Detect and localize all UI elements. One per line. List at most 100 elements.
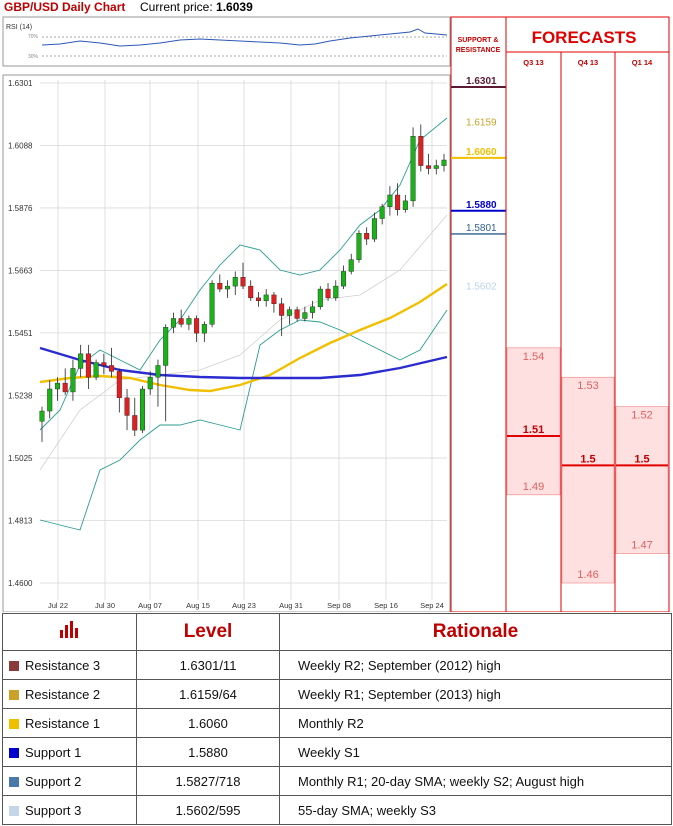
candle xyxy=(371,212,377,243)
sr-level: 1.5602 xyxy=(466,281,497,292)
table-row: Resistance 1 1.6060 Monthly R2 xyxy=(2,708,672,738)
candle-body xyxy=(163,327,169,366)
candle xyxy=(139,386,145,434)
sma-20 xyxy=(39,214,448,471)
level-name: Resistance 3 xyxy=(25,657,101,673)
x-tick-label: Aug 07 xyxy=(138,601,162,610)
forecast-mid: 1.5 xyxy=(634,453,649,465)
y-tick-label: 1.5238 xyxy=(8,391,33,400)
candle-body xyxy=(62,382,68,393)
candle xyxy=(356,230,362,263)
level-value: 1.6159/64 xyxy=(136,679,280,709)
candle xyxy=(325,283,331,301)
y-tick-label: 1.5451 xyxy=(8,329,33,338)
candle xyxy=(426,153,432,175)
forecast-range xyxy=(615,406,669,554)
candle-body xyxy=(364,233,370,240)
candle xyxy=(232,271,238,295)
sr-header: SUPPORT & RESISTANCE xyxy=(456,37,501,54)
y-tick-label: 1.6301 xyxy=(8,79,33,88)
sr-level-value: 1.5880 xyxy=(466,200,497,211)
candle-body xyxy=(170,318,176,328)
level-name-cell: Resistance 2 xyxy=(2,679,137,709)
candles xyxy=(39,124,447,442)
level-rationale: Weekly R2; September (2012) high xyxy=(279,650,672,680)
y-tick-label: 1.5025 xyxy=(8,454,33,463)
sr-panel xyxy=(450,16,507,612)
candle xyxy=(379,203,385,225)
sr-level-value: 1.6301 xyxy=(466,76,497,87)
forecast-mid: 1.51 xyxy=(523,424,544,436)
forecast-column: Q1 14 1.52 1.5 1.47 xyxy=(614,52,669,612)
sr-level-value: 1.5602 xyxy=(466,281,497,292)
candle-body xyxy=(194,318,200,334)
candle xyxy=(201,321,207,342)
level-name: Resistance 2 xyxy=(25,686,101,702)
price-value: 1.6039 xyxy=(216,0,253,14)
candle-body xyxy=(124,397,130,416)
x-tick-label: Aug 15 xyxy=(186,601,210,610)
candle-body xyxy=(101,362,107,366)
rsi-label: RSI (14) xyxy=(6,24,32,31)
candle xyxy=(85,344,91,389)
bar-chart-icon xyxy=(2,613,137,651)
candle-body xyxy=(263,294,269,302)
level-rationale: Monthly R2 xyxy=(279,708,672,738)
color-swatch-icon xyxy=(9,805,19,816)
bollinger-upper xyxy=(39,117,448,431)
levels-table: Level Rationale Resistance 3 1.6301/11 Wee… xyxy=(2,613,672,825)
candle-body xyxy=(356,233,362,260)
sr-level: 1.6301 xyxy=(451,76,506,88)
candle-body xyxy=(341,271,347,287)
candle-body xyxy=(348,259,354,272)
level-rationale: Weekly S1 xyxy=(279,737,672,767)
table-row: Support 2 1.5827/718 Monthly R1; 20-day SM… xyxy=(2,766,672,796)
x-tick-label: Jul 30 xyxy=(95,601,115,610)
candle xyxy=(240,262,246,290)
candle xyxy=(348,253,354,275)
y-tick-label: 1.4600 xyxy=(8,579,33,588)
candle-body xyxy=(186,318,192,325)
candle xyxy=(286,306,292,325)
candle xyxy=(78,344,84,378)
candle xyxy=(54,377,60,401)
forecast-low: 1.47 xyxy=(631,540,652,552)
forecast-high: 1.52 xyxy=(631,410,652,422)
candle xyxy=(410,127,416,207)
forecast-mid: 1.5 xyxy=(580,453,595,465)
x-tick-label: Sep 08 xyxy=(327,601,351,610)
level-rationale: Monthly R1; 20-day SMA; weekly S2; Augus… xyxy=(279,766,672,796)
candle-body xyxy=(240,277,246,287)
candle-body xyxy=(39,410,45,422)
candle-body xyxy=(155,365,161,378)
candle-body xyxy=(333,285,339,299)
level-name-cell: Support 1 xyxy=(2,737,137,767)
candle xyxy=(47,380,53,419)
level-name-cell: Support 2 xyxy=(2,766,137,796)
col-rationale-header: Rationale xyxy=(279,613,672,651)
forecast-quarter: Q1 14 xyxy=(632,58,653,67)
rsi-level-high: 70% xyxy=(28,34,39,40)
sr-level: 1.6159 xyxy=(466,118,497,129)
sr-levels: 1.6301 1.6159 1.6060 1.5880 1.5801 1.5602 xyxy=(451,76,506,292)
candle-body xyxy=(255,297,261,302)
level-rationale: 55-day SMA; weekly S3 xyxy=(279,795,672,825)
level-value: 1.6301/11 xyxy=(136,650,280,680)
candle-body xyxy=(371,218,377,240)
candle xyxy=(170,312,176,334)
y-tick-label: 1.4813 xyxy=(8,516,33,525)
table-row: Support 1 1.5880 Weekly S1 xyxy=(2,737,672,767)
level-value: 1.5602/595 xyxy=(136,795,280,825)
candle xyxy=(132,397,138,437)
sma-55 xyxy=(39,283,448,393)
candle-body xyxy=(201,324,207,334)
candle-body xyxy=(248,285,254,299)
level-value: 1.5827/718 xyxy=(136,766,280,796)
candle-body xyxy=(310,306,316,313)
bollinger-lower xyxy=(39,309,448,531)
candle-body xyxy=(325,288,331,299)
sr-level: 1.5880 xyxy=(451,200,506,212)
color-swatch-icon xyxy=(9,718,19,729)
x-tick-label: Aug 31 xyxy=(279,601,303,610)
candle-body xyxy=(209,282,215,325)
